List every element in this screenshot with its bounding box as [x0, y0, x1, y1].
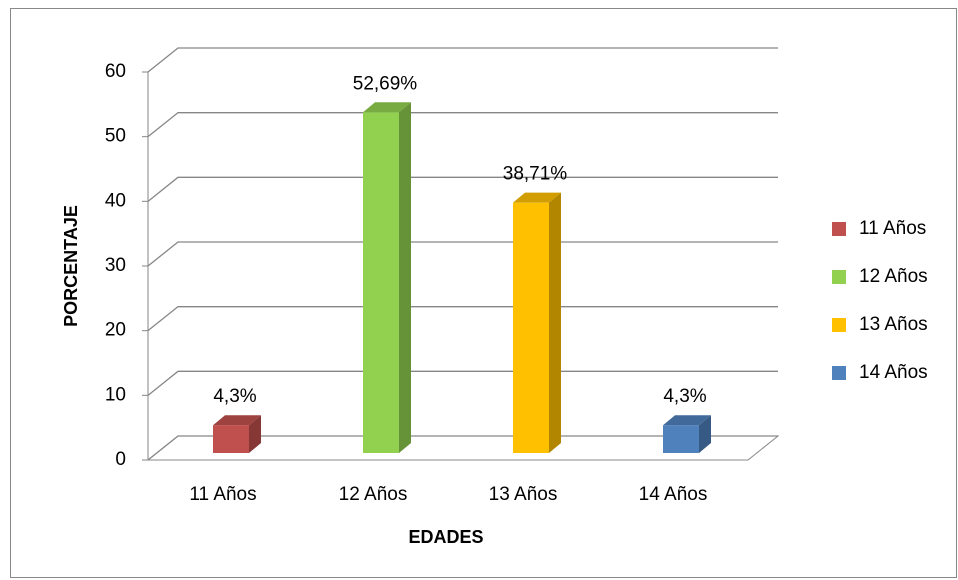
data-label: 38,71% — [503, 164, 568, 185]
grid-line — [147, 112, 778, 138]
legend-swatch — [832, 222, 846, 236]
grid-line — [147, 306, 778, 332]
x-tick-label: 14 Años — [639, 484, 708, 505]
grid-line — [147, 47, 778, 73]
grid-line — [147, 241, 778, 267]
legend-label: 13 Años — [859, 314, 928, 335]
bar-side — [249, 415, 261, 453]
legend-swatch — [832, 318, 846, 332]
bar-top — [513, 192, 561, 203]
grid-line — [147, 370, 778, 396]
legend-label: 12 Años — [859, 266, 928, 287]
legend-label: 14 Años — [859, 362, 928, 383]
bar-top — [663, 415, 711, 426]
bar-side — [699, 415, 711, 453]
data-label: 52,69% — [353, 73, 418, 94]
data-label: 4,3% — [213, 386, 256, 407]
bar — [513, 202, 549, 453]
bar-top — [213, 415, 261, 426]
bar-side — [549, 192, 561, 453]
bar-side — [399, 102, 411, 453]
y-tick-label: 0 — [115, 449, 126, 470]
x-tick-label: 13 Años — [489, 484, 558, 505]
legend-label: 11 Años — [859, 218, 926, 239]
x-axis-title: EDADES — [408, 527, 483, 547]
x-tick-label: 12 Años — [339, 484, 408, 505]
legend-swatch — [832, 270, 846, 284]
bar — [363, 112, 399, 453]
y-tick-label: 30 — [105, 255, 126, 276]
grid-line — [147, 435, 778, 461]
legend-swatch — [832, 366, 846, 380]
y-tick-label: 10 — [105, 384, 126, 405]
grid-line — [147, 176, 778, 202]
bar-top — [363, 102, 411, 113]
data-label: 4,3% — [663, 386, 706, 407]
x-tick-label: 11 Años — [189, 484, 256, 505]
y-axis-title: PORCENTAJE — [61, 205, 81, 327]
bar — [213, 425, 249, 453]
y-tick-label: 20 — [105, 320, 126, 341]
bar — [663, 425, 699, 453]
y-tick-label: 60 — [105, 61, 126, 82]
y-tick-label: 50 — [105, 126, 126, 147]
y-tick-label: 40 — [105, 190, 126, 211]
